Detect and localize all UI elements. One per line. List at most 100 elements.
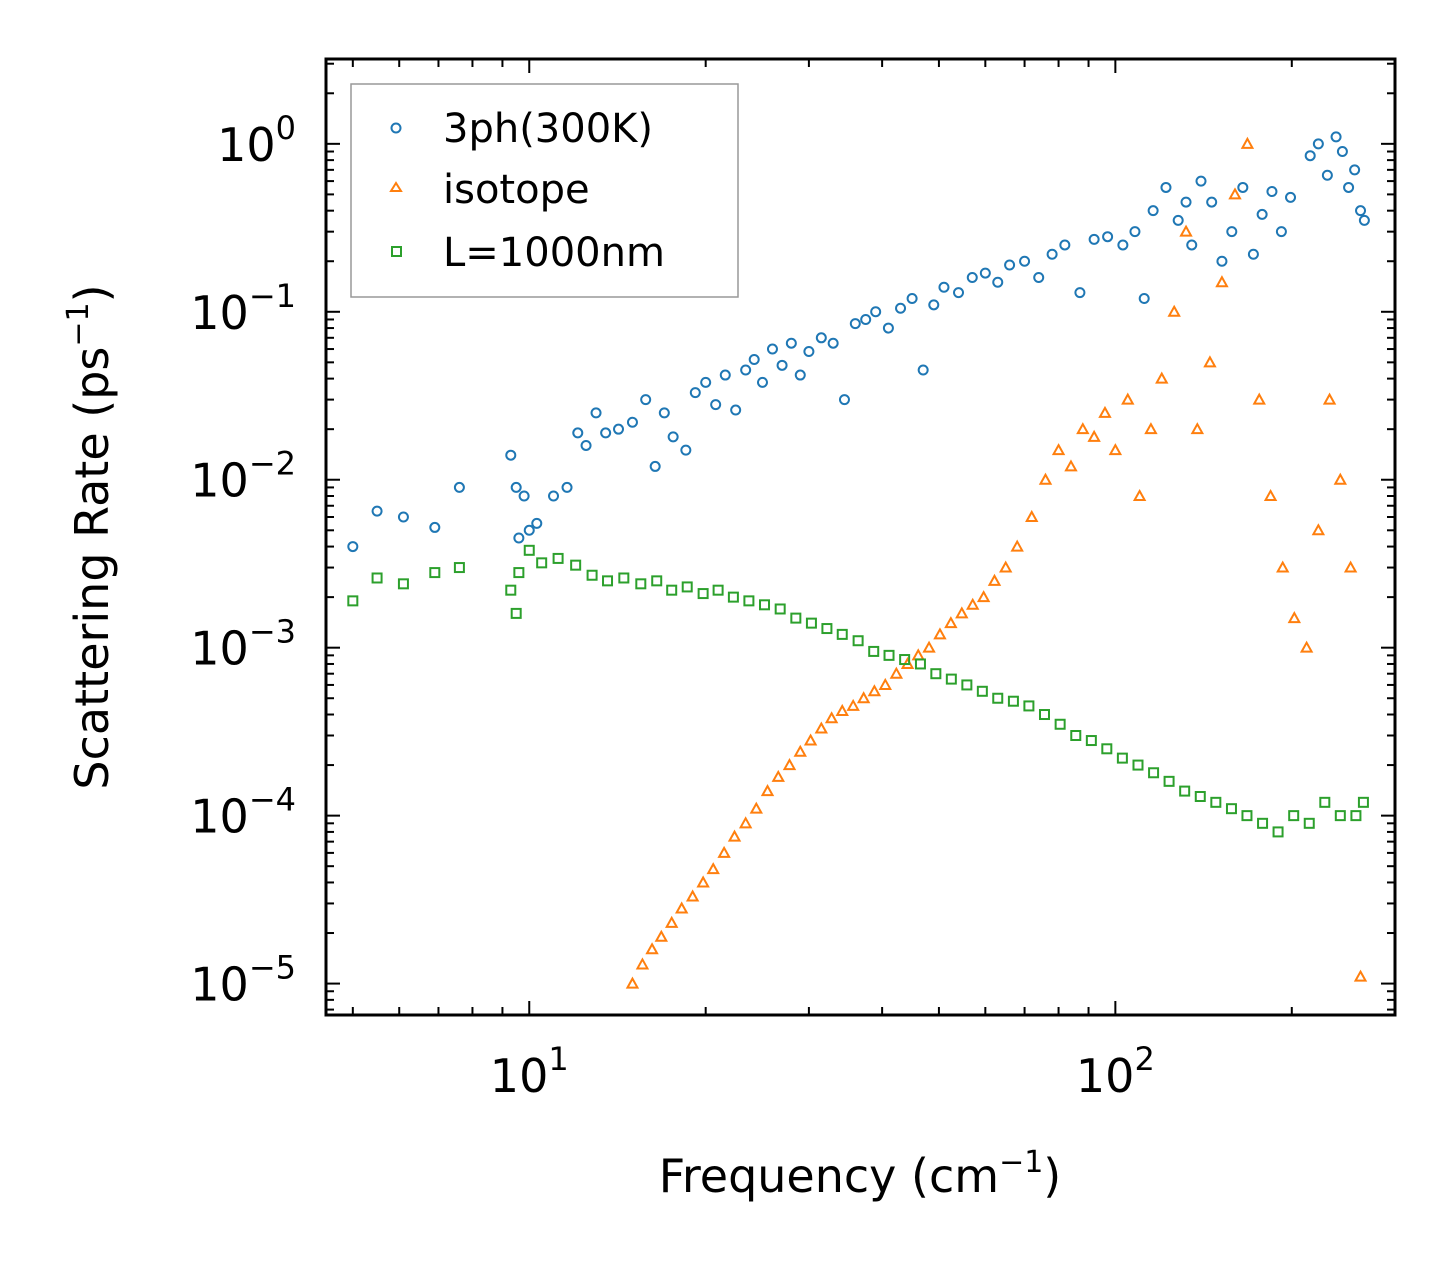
data-point bbox=[513, 567, 525, 579]
data-point bbox=[635, 578, 647, 590]
data-point bbox=[870, 306, 882, 318]
data-point bbox=[1321, 169, 1333, 181]
data-point bbox=[976, 590, 991, 603]
data-point bbox=[945, 673, 957, 685]
y-tick-label: 10−3 bbox=[190, 613, 296, 676]
data-point bbox=[1304, 150, 1316, 162]
data-point bbox=[1059, 239, 1071, 251]
data-point bbox=[836, 628, 848, 640]
data-points bbox=[347, 131, 1370, 989]
data-point bbox=[1263, 488, 1278, 502]
data-point bbox=[1272, 826, 1284, 838]
data-point bbox=[635, 957, 650, 970]
data-point bbox=[803, 346, 815, 358]
data-point bbox=[824, 711, 839, 724]
data-point bbox=[625, 976, 640, 989]
data-point bbox=[1138, 292, 1150, 304]
data-point bbox=[397, 578, 409, 590]
data-point bbox=[883, 649, 895, 661]
data-point bbox=[1252, 392, 1266, 405]
legend-box bbox=[350, 83, 739, 298]
data-point bbox=[1144, 422, 1158, 435]
data-point bbox=[1038, 472, 1053, 485]
data-point bbox=[717, 845, 731, 858]
data-point bbox=[613, 423, 625, 435]
data-point bbox=[1257, 817, 1269, 829]
data-point bbox=[1330, 131, 1342, 143]
data-point bbox=[1350, 810, 1362, 822]
data-point bbox=[1051, 443, 1066, 456]
data-point bbox=[1194, 790, 1206, 802]
data-point bbox=[1038, 709, 1050, 721]
data-point bbox=[552, 552, 564, 564]
data-point bbox=[1357, 796, 1369, 808]
data-point bbox=[760, 784, 775, 797]
y-tick-label: 10−4 bbox=[190, 781, 296, 844]
x-tick-label: 101 bbox=[490, 1040, 569, 1103]
data-point bbox=[667, 431, 679, 443]
data-point bbox=[895, 302, 907, 314]
data-point bbox=[618, 572, 630, 584]
legend-label-isotope: isotope bbox=[443, 167, 590, 213]
data-point bbox=[1148, 767, 1160, 779]
data-point bbox=[1215, 275, 1229, 288]
data-point bbox=[987, 573, 1002, 586]
data-point bbox=[1085, 735, 1097, 747]
data-point bbox=[979, 267, 991, 279]
data-point bbox=[1247, 248, 1259, 260]
legend-label-boundary: L=1000nm bbox=[443, 230, 665, 276]
data-point bbox=[1098, 405, 1112, 418]
data-point bbox=[838, 394, 850, 406]
x-tick-label: 102 bbox=[1076, 1040, 1155, 1103]
data-point bbox=[1179, 785, 1191, 797]
data-point bbox=[1343, 560, 1358, 573]
data-point bbox=[1226, 226, 1238, 238]
data-point bbox=[1287, 611, 1302, 624]
x-axis-label: Frequency (cm−1) bbox=[659, 1145, 1062, 1203]
data-point bbox=[821, 623, 833, 635]
data-point bbox=[1074, 287, 1086, 299]
data-point bbox=[1195, 175, 1207, 187]
data-point bbox=[878, 677, 892, 690]
data-point bbox=[774, 603, 786, 615]
data-point bbox=[712, 584, 724, 596]
legend-marker-isotope bbox=[389, 181, 403, 192]
data-point bbox=[710, 399, 722, 411]
data-point bbox=[397, 511, 409, 523]
data-point bbox=[689, 387, 701, 399]
data-point bbox=[856, 691, 871, 704]
data-point bbox=[1241, 810, 1253, 822]
data-point bbox=[700, 376, 712, 388]
data-point bbox=[992, 692, 1004, 704]
data-point bbox=[1225, 803, 1237, 815]
data-point bbox=[953, 287, 965, 299]
data-point bbox=[1237, 181, 1249, 193]
data-point bbox=[868, 645, 880, 657]
data-point bbox=[759, 599, 771, 611]
data-point bbox=[1033, 272, 1045, 284]
data-point bbox=[793, 744, 807, 757]
data-point bbox=[766, 343, 778, 355]
data-point bbox=[510, 481, 522, 493]
data-point bbox=[815, 332, 827, 344]
data-point bbox=[1240, 136, 1255, 149]
data-point bbox=[930, 668, 942, 680]
y-axis-label: Scattering Rate (ps−1) bbox=[61, 284, 119, 789]
data-point bbox=[1007, 695, 1019, 707]
data-point bbox=[719, 369, 731, 381]
data-point bbox=[785, 337, 797, 349]
y-tick-label: 100 bbox=[217, 109, 296, 172]
data-point bbox=[1163, 775, 1175, 787]
data-point bbox=[835, 703, 849, 716]
data-point bbox=[1132, 488, 1147, 502]
data-point bbox=[790, 612, 802, 624]
data-point bbox=[776, 359, 788, 371]
data-point bbox=[531, 517, 543, 529]
data-point bbox=[664, 915, 679, 928]
data-point bbox=[654, 929, 669, 942]
data-point bbox=[889, 666, 904, 679]
data-point bbox=[1121, 392, 1135, 405]
y-tick-label: 10−1 bbox=[190, 277, 296, 340]
data-point bbox=[1322, 392, 1337, 405]
data-point bbox=[570, 559, 582, 571]
